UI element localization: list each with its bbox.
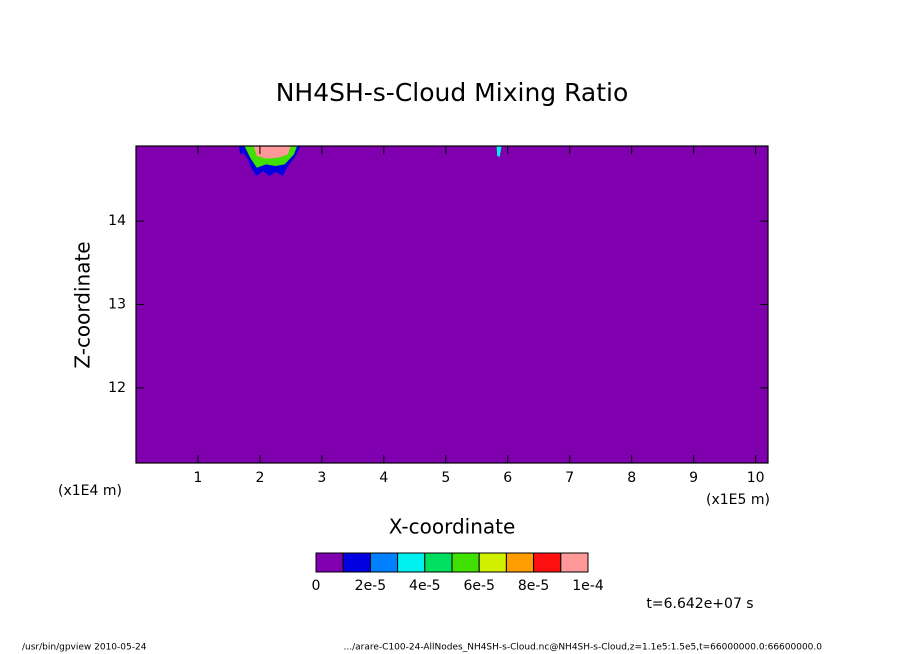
y-tick-label: 14 — [108, 213, 126, 229]
footer-right: .../arare-C100-24-AllNodes_NH4SH-s-Cloud… — [344, 643, 823, 653]
x-tick-label: 6 — [503, 470, 512, 486]
y-tick-label: 12 — [108, 380, 126, 396]
contour-patch — [496, 146, 502, 157]
colorbar-label: 0 — [312, 578, 321, 594]
colorbar-box — [424, 552, 453, 573]
colorbar-label: 6e-5 — [463, 578, 494, 594]
x-tick-label: 2 — [255, 470, 264, 486]
x-tick-label: 5 — [441, 470, 450, 486]
colorbar-label: 1e-4 — [572, 578, 604, 594]
field-background — [136, 146, 768, 463]
colorbar-box — [315, 552, 344, 573]
colorbar-box — [369, 552, 399, 573]
footer-left: /usr/bin/gpview 2010-05-24 — [22, 643, 147, 653]
colorbar-box — [478, 552, 507, 573]
colorbar-box — [505, 552, 535, 573]
x-tick-label: 7 — [565, 470, 574, 486]
colorbar-label: 8e-5 — [518, 578, 549, 594]
x-tick-label: 8 — [627, 470, 636, 486]
y-tick-label: 13 — [108, 297, 126, 313]
colorbar-label: 2e-5 — [355, 578, 386, 594]
contour-patch — [256, 146, 285, 155]
x-tick-label: 3 — [317, 470, 326, 486]
colorbar-box — [342, 552, 371, 573]
chart-title: NH4SH-s-Cloud Mixing Ratio — [276, 78, 629, 107]
x-axis-label: X-coordinate — [389, 515, 516, 539]
x-tick-label: 4 — [379, 470, 388, 486]
x-tick-label: 9 — [689, 470, 698, 486]
y-axis-label: Z-coordinate — [71, 241, 95, 368]
colorbar-label: 4e-5 — [409, 578, 440, 594]
x-tick-label: 10 — [747, 470, 765, 486]
colorbar-box — [451, 552, 480, 573]
time-label: t=6.642e+07 s — [646, 596, 753, 612]
colorbar-box — [397, 552, 426, 573]
x-unit-left: (x1E4 m) — [58, 483, 122, 499]
colorbar-box — [533, 552, 562, 573]
x-unit-right: (x1E5 m) — [706, 492, 770, 508]
colorbar-box — [560, 552, 589, 573]
x-tick-label: 1 — [193, 470, 202, 486]
